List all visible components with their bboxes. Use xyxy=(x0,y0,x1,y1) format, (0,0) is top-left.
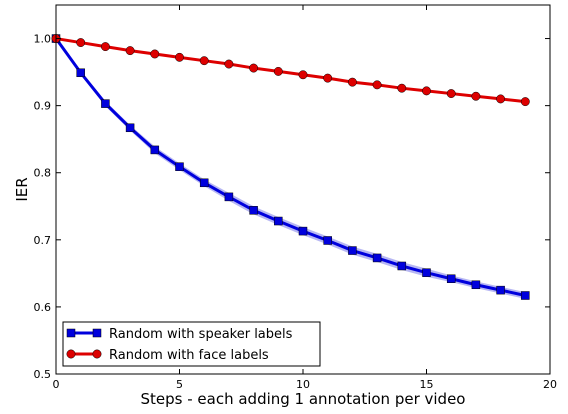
legend-label-face: Random with face labels xyxy=(109,348,269,363)
data-point-face xyxy=(249,63,259,73)
series-line-speaker xyxy=(54,37,526,297)
x-axis-ticks: 0 5 10 15 20 xyxy=(53,5,557,391)
y-axis-ticks: 0.5 0.6 0.7 0.8 0.9 1.0 xyxy=(34,33,550,381)
legend-box xyxy=(62,321,321,367)
y-tick-label: 0.8 xyxy=(34,167,52,180)
legend-marker-speaker xyxy=(92,328,102,338)
y-tick-label: 0.5 xyxy=(34,368,52,381)
y-tick-label: 0.7 xyxy=(34,234,52,247)
legend-marker-speaker xyxy=(66,328,76,338)
y-tick-label: 1.0 xyxy=(34,33,52,46)
data-point-speaker xyxy=(521,291,530,300)
data-point-speaker xyxy=(298,226,308,236)
data-point-face xyxy=(125,46,135,56)
data-point-speaker xyxy=(397,261,407,271)
data-point-face xyxy=(76,38,86,48)
data-point-speaker xyxy=(372,253,382,263)
data-point-face xyxy=(100,42,110,52)
data-point-face xyxy=(298,70,308,80)
data-point-speaker xyxy=(199,178,209,188)
plot-area-frame xyxy=(55,4,551,375)
data-point-face xyxy=(150,49,160,59)
series-lines xyxy=(54,37,526,297)
data-point-face xyxy=(520,97,530,107)
data-point-face xyxy=(446,89,456,99)
data-point-face xyxy=(422,86,431,96)
x-tick-label: 10 xyxy=(296,378,310,391)
data-point-face xyxy=(323,73,333,83)
data-point-face xyxy=(175,52,184,62)
data-point-face xyxy=(224,59,234,69)
data-point-speaker xyxy=(125,123,135,133)
data-point-speaker xyxy=(224,192,234,202)
data-point-face xyxy=(496,94,506,104)
x-tick-label: 15 xyxy=(420,378,434,391)
data-point-face xyxy=(273,66,283,76)
data-point-speaker xyxy=(348,246,357,255)
data-point-speaker xyxy=(76,68,85,78)
data-point-speaker xyxy=(274,216,283,226)
y-tick-label: 0.6 xyxy=(34,301,52,314)
data-point-speaker xyxy=(101,99,110,108)
data-point-face xyxy=(471,91,481,101)
y-axis-title: IER xyxy=(13,177,31,201)
data-point-face xyxy=(347,77,357,87)
y-tick-label: 0.9 xyxy=(34,100,52,113)
data-point-speaker xyxy=(150,145,160,155)
legend-label-speaker: Random with speaker labels xyxy=(109,327,293,342)
data-point-face xyxy=(199,56,209,66)
series-markers xyxy=(51,34,530,300)
data-point-speaker xyxy=(249,206,258,215)
x-tick-label: 0 xyxy=(53,378,60,391)
data-point-speaker xyxy=(471,280,481,290)
data-point-face xyxy=(397,83,407,93)
data-point-speaker xyxy=(496,285,505,295)
data-point-speaker xyxy=(175,162,184,171)
x-tick-label: 20 xyxy=(543,378,557,391)
data-point-speaker xyxy=(323,236,332,245)
data-point-speaker xyxy=(422,268,431,277)
x-tick-label: 5 xyxy=(176,378,183,391)
legend: Random with speaker labels Random with fa… xyxy=(62,321,321,367)
legend-marker-face xyxy=(66,349,76,359)
legend-marker-face xyxy=(92,349,102,359)
x-axis-title: Steps - each adding 1 annotation per vid… xyxy=(141,390,466,408)
band-speaker xyxy=(56,38,526,299)
data-point-face xyxy=(372,80,382,90)
data-point-speaker xyxy=(446,274,456,283)
confidence-bands xyxy=(56,38,526,299)
